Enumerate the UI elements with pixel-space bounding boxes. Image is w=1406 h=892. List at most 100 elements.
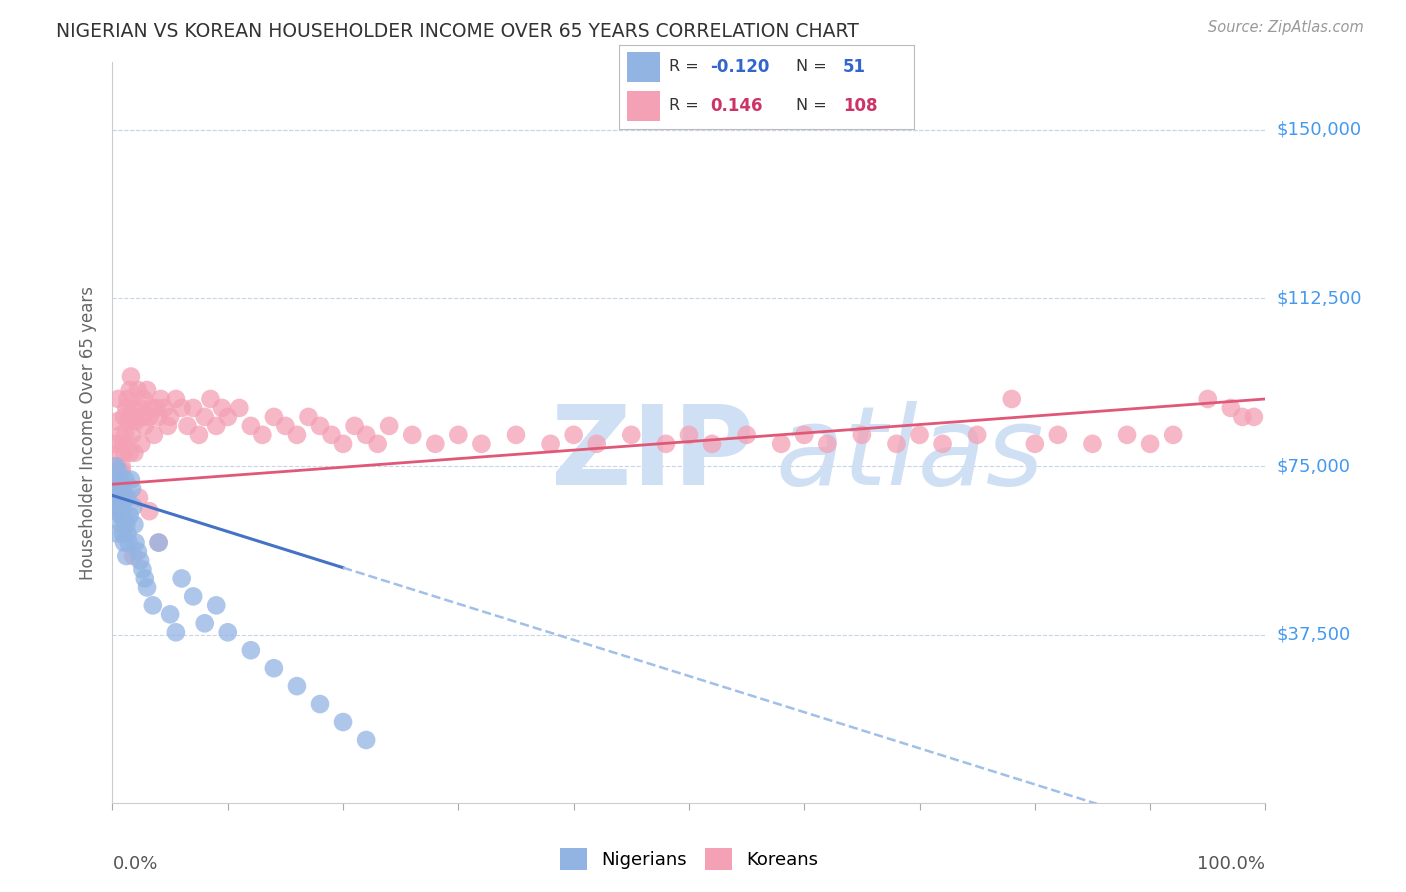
Point <box>1232 409 1254 424</box>
Point <box>176 418 198 433</box>
Point <box>111 526 134 541</box>
Point <box>966 428 988 442</box>
Point <box>124 446 146 460</box>
Point <box>252 428 274 442</box>
Point <box>793 428 815 442</box>
Point <box>159 607 181 622</box>
Text: $37,500: $37,500 <box>1277 625 1351 643</box>
Point <box>1046 428 1069 442</box>
Point <box>112 446 135 460</box>
Point <box>120 473 142 487</box>
Point <box>104 482 127 496</box>
Point <box>118 383 141 397</box>
Point <box>540 437 562 451</box>
Point <box>263 409 285 424</box>
Point <box>217 409 239 424</box>
Point <box>1081 437 1104 451</box>
Point <box>136 581 159 595</box>
Point <box>274 418 297 433</box>
Point <box>122 401 145 415</box>
Point <box>111 464 134 478</box>
Point <box>108 446 131 460</box>
Point <box>239 418 262 433</box>
Point <box>104 504 127 518</box>
Point <box>105 414 128 428</box>
Point <box>153 401 176 415</box>
Point <box>112 535 135 549</box>
Text: R =: R = <box>669 59 704 74</box>
Text: 108: 108 <box>844 96 877 114</box>
Point <box>103 459 125 474</box>
Point <box>132 392 155 406</box>
Point <box>297 409 319 424</box>
Point <box>1161 428 1184 442</box>
Point <box>851 428 873 442</box>
Point <box>111 482 134 496</box>
Point <box>143 428 166 442</box>
Point <box>354 428 377 442</box>
Point <box>122 500 145 514</box>
Point <box>1001 392 1024 406</box>
Point <box>128 491 150 505</box>
Point <box>131 562 153 576</box>
Point <box>112 409 135 424</box>
Point <box>181 590 204 604</box>
Point <box>111 517 134 532</box>
Point <box>124 414 146 428</box>
Point <box>103 491 125 505</box>
Text: $112,500: $112,500 <box>1277 289 1362 307</box>
Point <box>124 517 146 532</box>
Point <box>343 418 366 433</box>
Point <box>138 504 160 518</box>
Point <box>505 428 527 442</box>
Point <box>194 409 217 424</box>
Point <box>332 437 354 451</box>
Point <box>170 571 193 585</box>
Point <box>115 517 138 532</box>
Text: 51: 51 <box>844 58 866 76</box>
Point <box>105 504 128 518</box>
Point <box>121 482 143 496</box>
Point <box>735 428 758 442</box>
Point <box>107 491 129 505</box>
Point <box>121 428 143 442</box>
Point <box>908 428 931 442</box>
Point <box>200 392 222 406</box>
Point <box>1116 428 1139 442</box>
Legend: Nigerians, Koreans: Nigerians, Koreans <box>553 840 825 877</box>
Point <box>148 535 170 549</box>
Point <box>1197 392 1219 406</box>
Point <box>1243 409 1265 424</box>
Point <box>165 392 187 406</box>
Point <box>562 428 585 442</box>
Point <box>141 401 163 415</box>
Point <box>181 401 204 415</box>
Point <box>112 513 135 527</box>
Point <box>309 418 332 433</box>
Point <box>108 473 131 487</box>
Point <box>211 401 233 415</box>
Text: -0.120: -0.120 <box>710 58 769 76</box>
Text: 0.146: 0.146 <box>710 96 762 114</box>
Point <box>127 544 149 558</box>
Point <box>117 414 139 428</box>
Point <box>111 504 134 518</box>
Point <box>138 409 160 424</box>
Point <box>114 473 136 487</box>
Point <box>111 491 134 505</box>
Point <box>285 428 308 442</box>
Point <box>107 464 129 478</box>
Point <box>129 437 153 451</box>
Point <box>117 535 139 549</box>
Point <box>886 437 908 451</box>
Point <box>585 437 607 451</box>
Text: R =: R = <box>669 98 704 113</box>
Point <box>134 418 156 433</box>
Point <box>678 428 700 442</box>
Point <box>117 526 139 541</box>
Point <box>367 437 389 451</box>
Point <box>120 409 142 424</box>
Point <box>110 504 132 518</box>
Point <box>115 491 138 505</box>
Point <box>931 437 953 451</box>
